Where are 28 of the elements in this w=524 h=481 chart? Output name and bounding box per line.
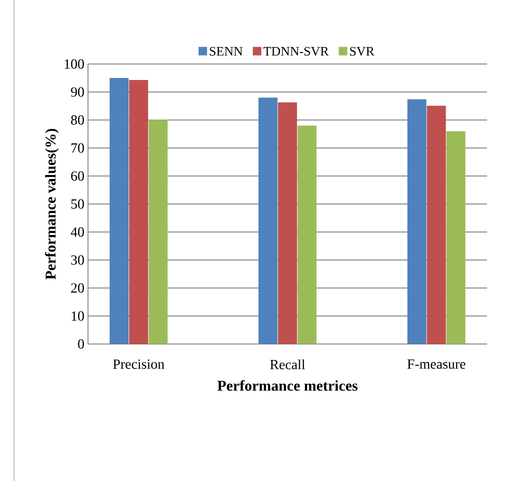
y-tick-label: 40 [70,227,84,237]
y-axis-title: Performance values(%) [45,128,59,280]
bar [110,78,129,344]
bar [407,99,426,344]
y-tick-label: 70 [71,143,84,153]
y-tick-label: 30 [71,255,84,265]
bar [148,119,168,344]
y-tick-label: 20 [71,283,84,293]
y-tick-label: 0 [78,339,84,349]
y-tick-label: 60 [71,171,84,181]
x-axis-title: Performance metrices [217,380,358,391]
legend-label: SENN [210,46,243,56]
y-tick-label: 50 [71,199,84,209]
y-tick-label: 10 [72,311,84,321]
y-tick-label: 80 [71,115,84,125]
bar [129,80,148,344]
bar [278,102,297,344]
y-tick-label: 100 [64,59,84,69]
legend-label: TDNN-SVR [264,46,329,56]
x-tick-label: Recall [270,359,306,370]
bar [298,126,316,344]
x-tick-label: Precision [113,359,164,369]
x-tick-label: F-measure [407,359,466,369]
bar [426,106,446,344]
y-tick-label: 90 [70,87,84,97]
bar [258,98,278,344]
bar [446,131,466,344]
legend-label: SVR [350,46,374,56]
